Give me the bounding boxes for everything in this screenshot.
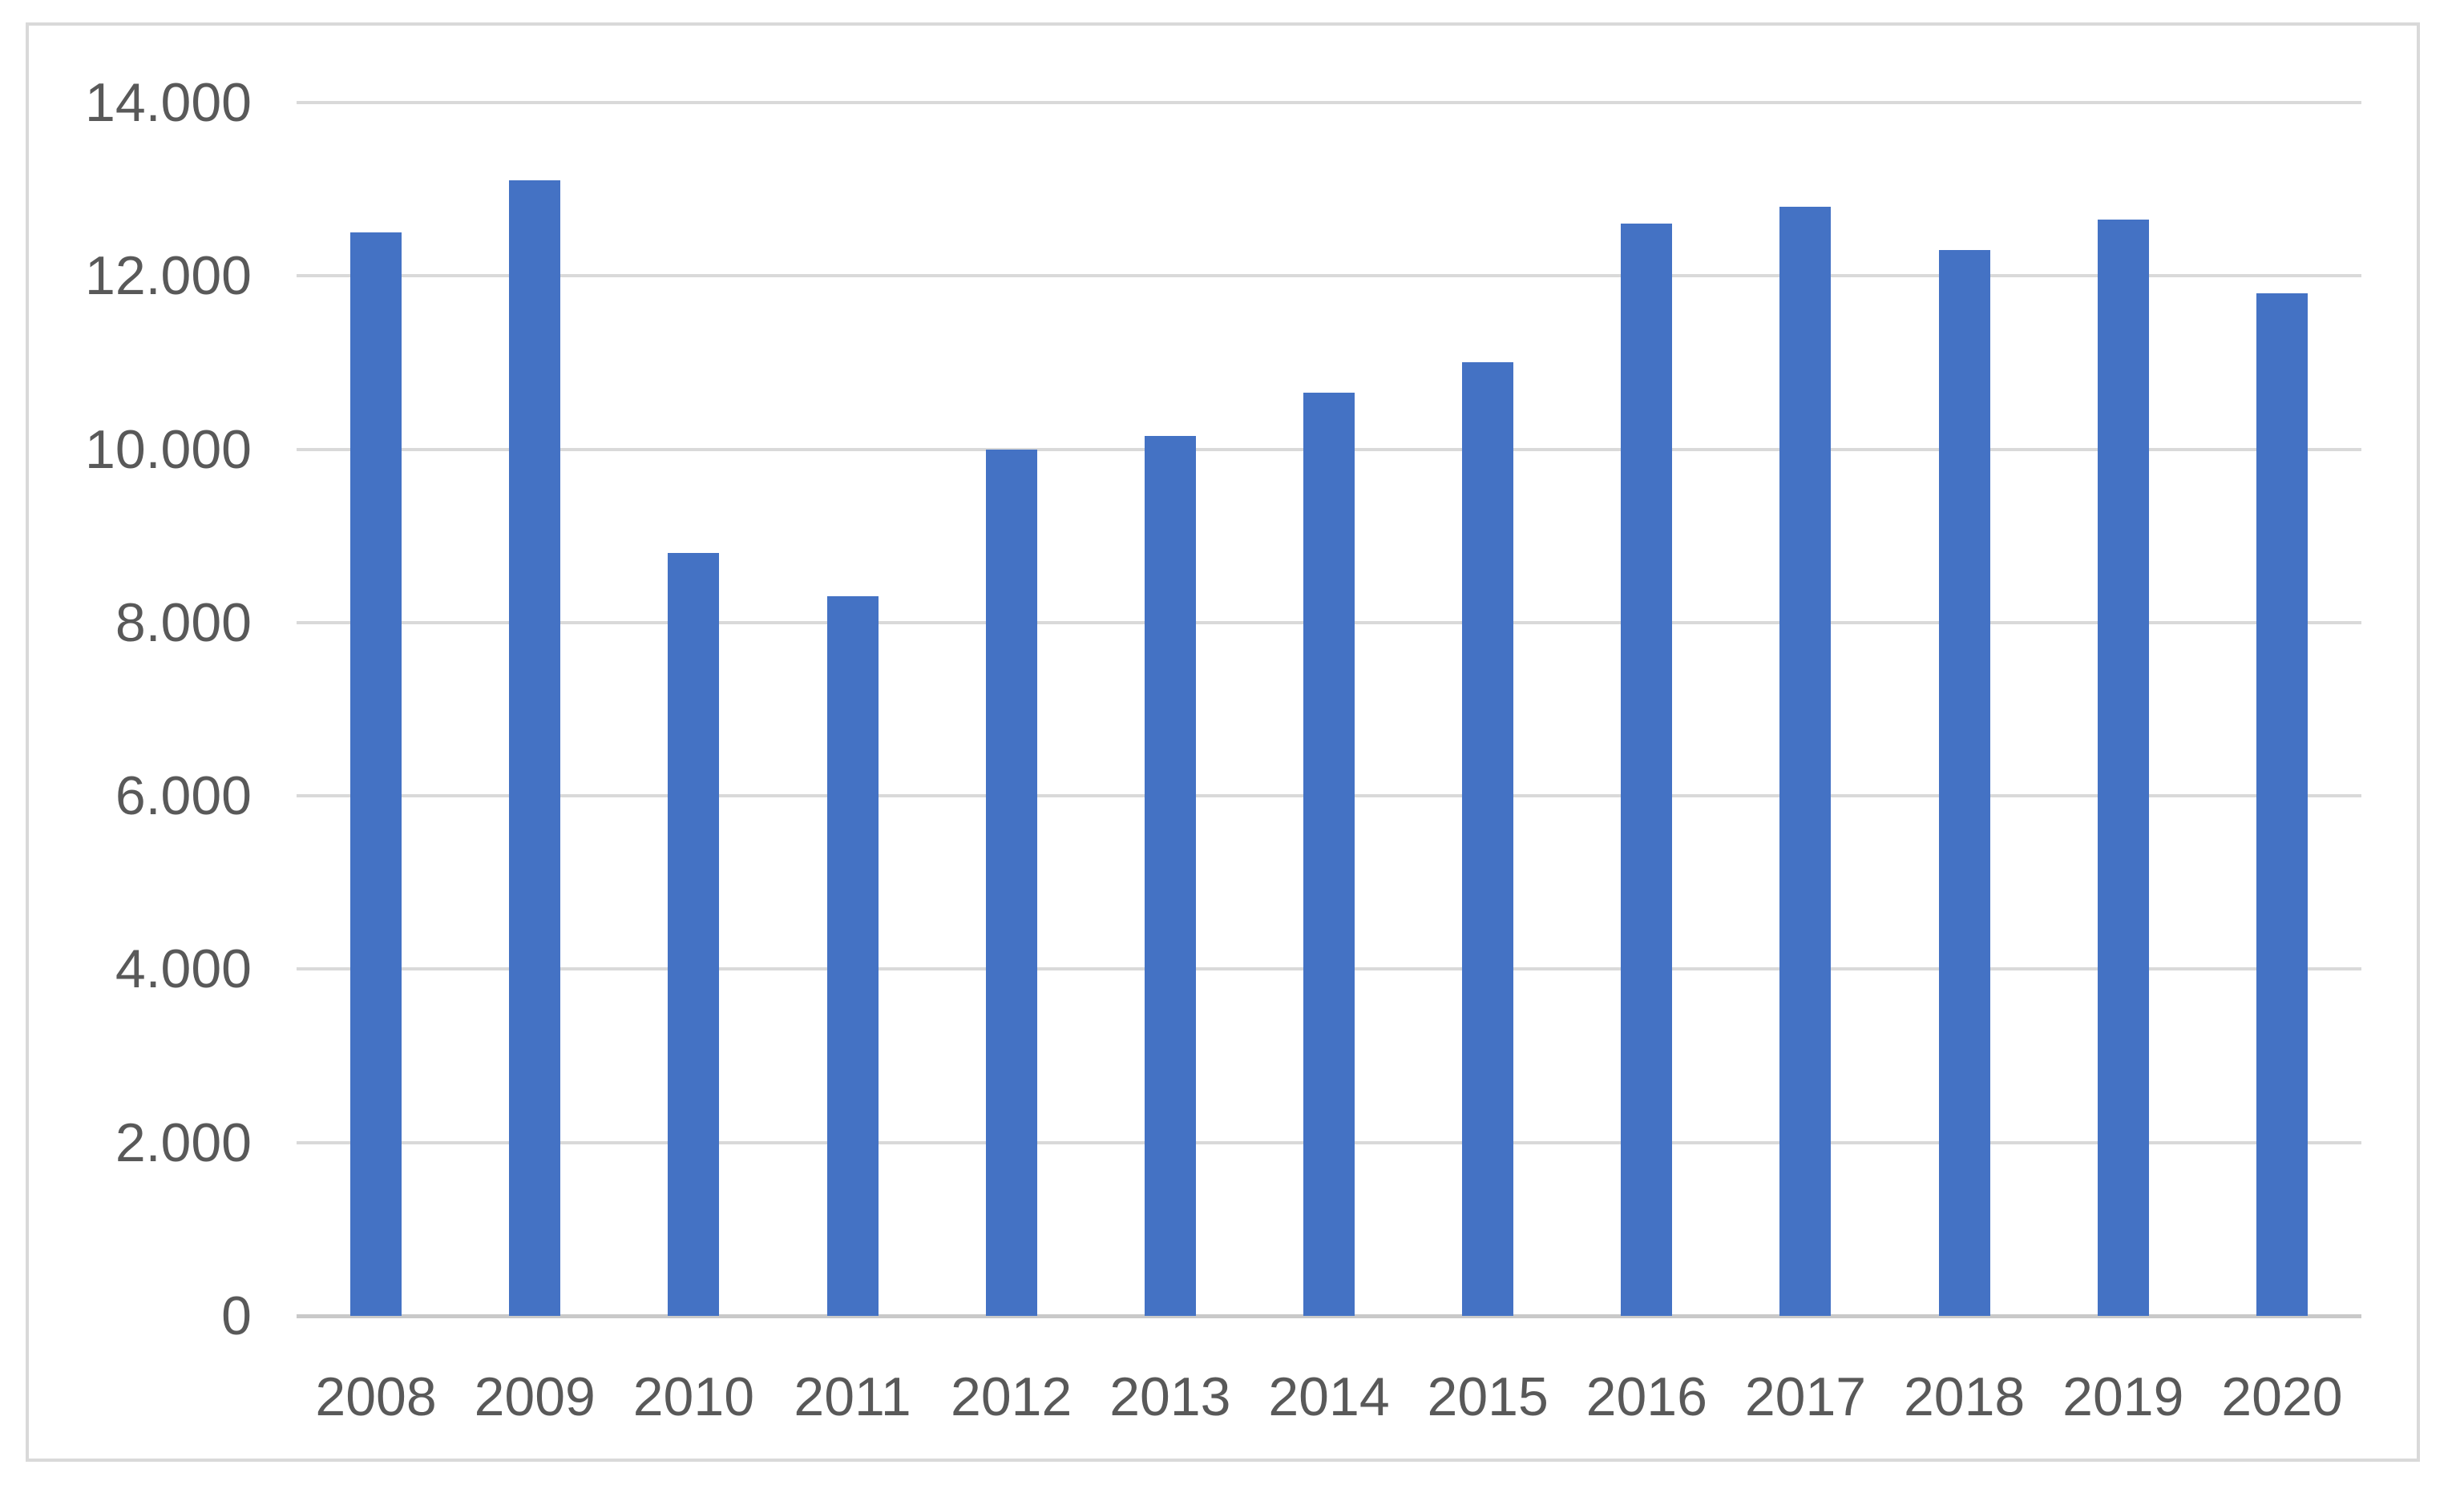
y-tick-label-14000: 14.000 xyxy=(85,72,252,133)
y-tick-label-0: 0 xyxy=(221,1285,252,1346)
bar-2020 xyxy=(2256,293,2308,1316)
y-tick-label-4000: 4.000 xyxy=(115,938,252,1000)
x-tick-label-2018: 2018 xyxy=(1903,1366,2026,1427)
y-tick-label-6000: 6.000 xyxy=(115,765,252,827)
x-axis-line xyxy=(297,1313,2361,1318)
chart-frame: 0 2.000 4.000 6.000 8.000 10.000 12.000 14.000 … xyxy=(26,22,2420,1462)
bar-2019 xyxy=(2097,219,2149,1316)
bar-2010 xyxy=(668,553,720,1316)
gridline-14000 xyxy=(297,101,2361,104)
x-tick-label-2009: 2009 xyxy=(474,1366,596,1427)
x-tick-label-2017: 2017 xyxy=(1744,1366,1867,1427)
bar-2008 xyxy=(350,232,402,1316)
bar-2013 xyxy=(1144,436,1196,1316)
bar-2016 xyxy=(1621,224,1673,1316)
y-tick-label-10000: 10.000 xyxy=(85,418,252,480)
plot-area: 0 2.000 4.000 6.000 8.000 10.000 12.000 14.000 … xyxy=(29,26,2417,1459)
x-tick-label-2016: 2016 xyxy=(1585,1366,1707,1427)
y-tick-label-8000: 8.000 xyxy=(115,591,252,653)
bar-2011 xyxy=(826,596,879,1316)
x-tick-label-2012: 2012 xyxy=(951,1366,1072,1427)
gridline-12000 xyxy=(297,274,2361,278)
x-tick-label-2015: 2015 xyxy=(1427,1366,1549,1427)
y-tick-label-12000: 12.000 xyxy=(85,245,252,307)
bar-2009 xyxy=(509,180,561,1316)
bar-2017 xyxy=(1779,206,1832,1316)
x-tick-label-2020: 2020 xyxy=(2221,1366,2343,1427)
x-tick-label-2011: 2011 xyxy=(794,1366,911,1427)
x-tick-label-2013: 2013 xyxy=(1109,1366,1231,1427)
bar-2018 xyxy=(1938,249,1990,1316)
x-tick-label-2019: 2019 xyxy=(2062,1366,2184,1427)
x-tick-label-2008: 2008 xyxy=(315,1366,437,1427)
bar-2015 xyxy=(1462,362,1514,1316)
bar-2014 xyxy=(1303,393,1355,1316)
bar-2012 xyxy=(985,449,1037,1316)
x-tick-label-2014: 2014 xyxy=(1268,1366,1390,1427)
x-tick-label-2010: 2010 xyxy=(632,1366,755,1427)
y-tick-label-2000: 2.000 xyxy=(115,1112,252,1173)
